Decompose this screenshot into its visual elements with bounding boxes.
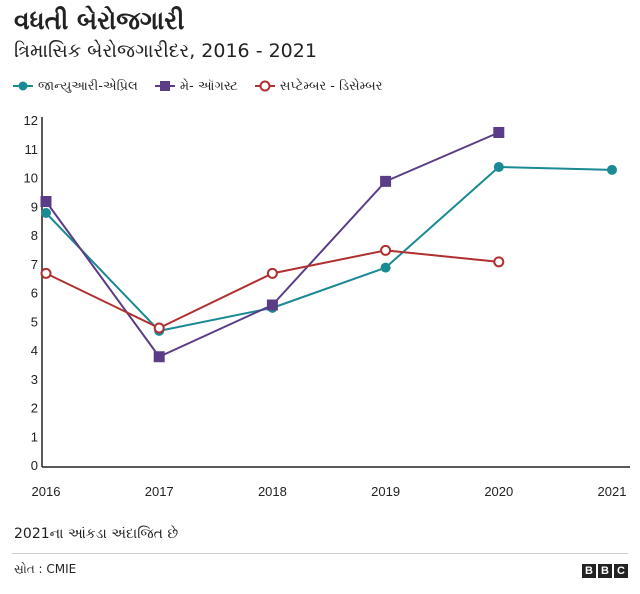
legend-item-jan-apr: જાન્યુઆરી-એપ્રિલ <box>12 79 138 94</box>
footer-divider <box>12 553 628 554</box>
x-tick-label: 2017 <box>145 484 174 499</box>
y-tick-label: 9 <box>31 199 38 214</box>
data-point-square <box>493 127 505 138</box>
data-point-open-circle <box>493 256 505 268</box>
legend-marker-sep-dec <box>254 80 275 92</box>
x-tick-label: 2018 <box>258 484 287 499</box>
legend-marker-may-aug <box>154 81 175 91</box>
data-point-square <box>40 196 52 207</box>
legend-item-sep-dec: સપ્ટેમ્બર - ડિસેમ્બર <box>254 78 383 94</box>
x-tick-label: 2016 <box>32 484 61 499</box>
bbc-logo-letter: C <box>614 564 628 578</box>
bbc-logo-letter: B <box>598 564 612 578</box>
legend-marker-jan-apr <box>13 81 33 91</box>
x-tick-label: 2021 <box>598 484 627 499</box>
legend: જાન્યુઆરી-એપ્રિલ મે- ઑગસ્ટ સપ્ટેમ્બર - ડ… <box>12 76 398 96</box>
series-line-2 <box>45 249 499 329</box>
legend-label-may-aug: મે- ઑગસ્ટ <box>179 78 238 94</box>
x-tick-label: 2019 <box>371 484 400 499</box>
bbc-logo-letter: B <box>582 564 596 578</box>
y-tick-label: 10 <box>24 171 38 186</box>
legend-item-may-aug: મે- ઑગસ્ટ <box>154 79 238 94</box>
data-point-circle <box>41 208 51 218</box>
series-line-0 <box>45 166 613 332</box>
chart-subtitle: ત્રિમાસિક બેરોજગારીદર, 2016 - 2021 <box>14 40 317 62</box>
data-point-open-circle <box>266 267 278 279</box>
y-tick-label: 3 <box>31 372 38 387</box>
y-tick-label: 2 <box>31 401 38 416</box>
chart-title: વધતી બેરોજગારી <box>14 6 185 35</box>
y-tick-label: 7 <box>31 257 38 272</box>
y-tick-label: 6 <box>31 286 38 301</box>
data-point-open-circle <box>153 322 165 334</box>
footnote: 2021ના આંકડા અંદાજિત છે <box>14 526 179 542</box>
legend-label-jan-apr: જાન્યુઆરી-એપ્રિલ <box>38 78 138 94</box>
source-label: સ્રોત : CMIE <box>14 562 77 576</box>
y-tick-label: 5 <box>31 314 38 329</box>
data-point-open-circle <box>40 267 52 279</box>
bbc-logo: B B C <box>582 564 628 578</box>
y-tick-label: 1 <box>31 429 38 444</box>
y-tick-label: 8 <box>31 228 38 243</box>
legend-label-sep-dec: સપ્ટેમ્બર - ડિસેમ્બર <box>279 78 383 94</box>
data-point-circle <box>380 262 391 273</box>
y-tick-label: 12 <box>24 113 38 128</box>
y-tick-label: 0 <box>31 458 38 473</box>
y-tick-label: 4 <box>31 343 38 358</box>
y-tick-label: 11 <box>25 142 39 157</box>
data-point-square <box>266 299 278 311</box>
data-point-square <box>153 351 165 363</box>
series-line-1 <box>45 131 500 358</box>
data-point-open-circle <box>380 244 392 256</box>
data-point-circle <box>493 162 504 172</box>
x-tick-label: 2020 <box>484 484 513 499</box>
data-point-square <box>380 175 392 187</box>
data-point-circle <box>607 164 617 175</box>
